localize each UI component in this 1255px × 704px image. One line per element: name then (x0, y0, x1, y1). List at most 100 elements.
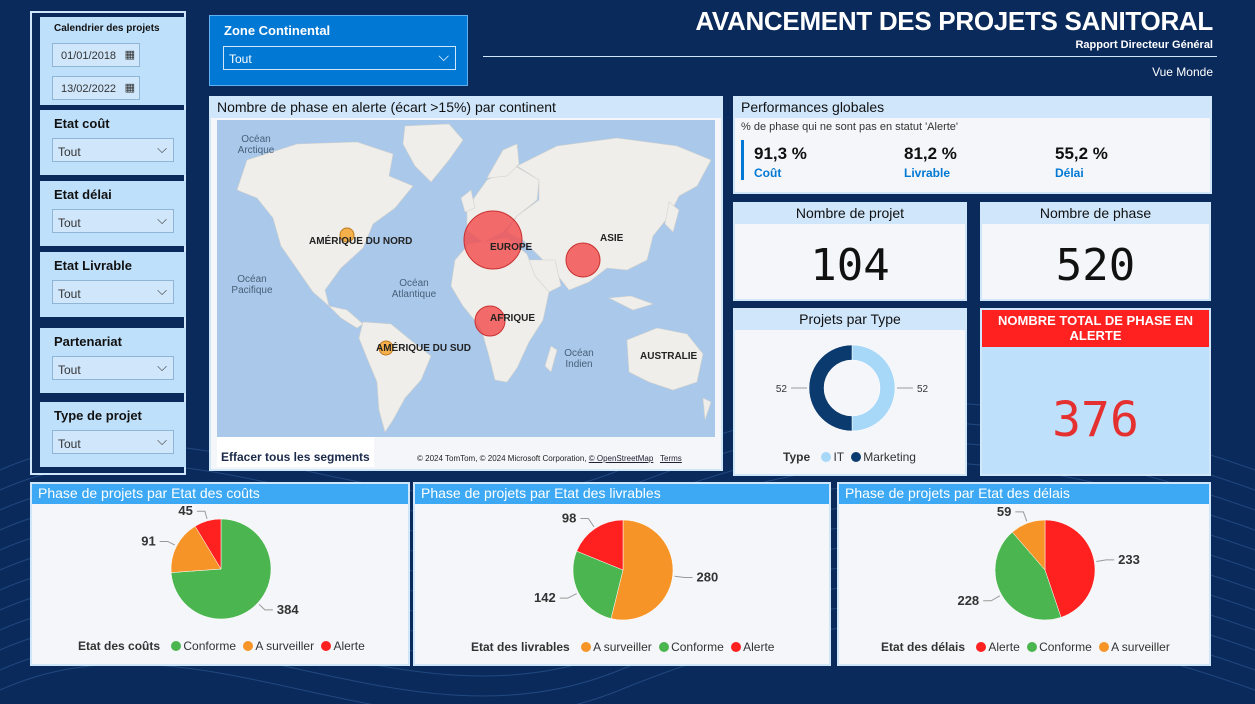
pie-label-line (196, 510, 208, 520)
ocean-label: Océan Pacifique (231, 274, 273, 296)
chevron-down-icon: ⌵ (157, 433, 167, 448)
continent-label: ASIE (600, 233, 624, 244)
phases-count-card: Nombre de phase 520 (980, 202, 1211, 301)
pie-slice-alerte[interactable] (1044, 519, 1096, 618)
osm-link[interactable]: © OpenStreetMap (588, 454, 654, 463)
pie-data-label: 384 (277, 602, 299, 617)
alert-total-card: NOMBRE TOTAL DE PHASE EN ALERTE 376 (980, 308, 1211, 476)
bubble-europe[interactable] (463, 210, 523, 270)
pie-data-label: 45 (178, 506, 192, 518)
legend-couts: Etat des coûts Conforme A surveiller Ale… (78, 639, 365, 653)
filter-etat-delai: Etat délai Tout ⌵ (40, 181, 186, 246)
performance-card: Performances globales % de phase qui ne … (733, 96, 1212, 194)
pie-slice-a-surveiller[interactable] (610, 519, 674, 621)
pie-title-delais: Phase de projets par Etat des délais (839, 484, 1209, 504)
pie-slice-a-surveiller[interactable] (170, 525, 222, 573)
pie-title-livrables: Phase de projets par Etat des livrables (415, 484, 829, 504)
pie-slice-it[interactable] (851, 344, 896, 432)
terms-link[interactable]: Terms (660, 454, 682, 463)
kpi-livrable: 81,2 % Livrable (904, 144, 957, 180)
calendar-icon: ▦ (124, 49, 135, 61)
calendar-label: Calendrier des projets (54, 23, 160, 34)
zone-dropdown[interactable]: Tout ⌵ (223, 46, 456, 70)
chevron-down-icon: ⌵ (438, 48, 449, 64)
pie-label-line (1096, 559, 1115, 563)
alert-total-value: 376 (1052, 392, 1139, 448)
pie-card-couts: Phase de projets par Etat des coûts 384 9… (30, 482, 410, 666)
calendar-filter: Calendrier des projets 01/01/2018 ▦ 13/0… (40, 17, 186, 105)
projects-count-title: Nombre de projet (735, 204, 965, 224)
pie-title-couts: Phase de projets par Etat des coûts (32, 484, 408, 504)
legend-dot (321, 641, 332, 651)
date-start-input[interactable]: 01/01/2018 ▦ (52, 43, 140, 67)
clear-segments-button[interactable]: Effacer tous les segments (217, 437, 374, 467)
etat-delai-dropdown[interactable]: Tout ⌵ (52, 209, 174, 233)
ocean-label: Océan Indien (564, 348, 594, 370)
continent-label: AFRIQUE (490, 313, 535, 324)
ocean-label: Océan Arctique (237, 134, 275, 156)
type-projet-dropdown[interactable]: Tout ⌵ (52, 430, 174, 454)
pie-data-label: 233 (1118, 552, 1140, 567)
legend-dot (243, 641, 254, 651)
legend-dot (731, 642, 742, 652)
legend-dot (659, 642, 670, 652)
legend-dot (581, 642, 592, 652)
pie-slice-marketing[interactable] (808, 344, 853, 432)
pie-chart-delais[interactable]: 233 228 59 (839, 506, 1209, 626)
partenariat-dropdown[interactable]: Tout ⌵ (52, 356, 174, 380)
bubble-amerique-nord[interactable] (339, 227, 355, 243)
page-title: AVANCEMENT DES PROJETS SANITORAL (695, 6, 1213, 36)
pie-label-line (674, 575, 693, 578)
pie-slice-alerte[interactable] (576, 519, 624, 571)
pie-label-line (1015, 511, 1028, 522)
pie-slice-conforme[interactable] (572, 550, 624, 619)
legend-dot (1027, 642, 1038, 652)
ocean-label: Océan Atlantique (391, 278, 437, 300)
map-visual: Nombre de phase en alerte (écart >15%) p… (209, 96, 723, 471)
chevron-down-icon: ⌵ (157, 212, 167, 227)
legend-delais: Etat des délais Alerte Conforme A survei… (881, 640, 1170, 654)
continent-label: EUROPE (490, 242, 533, 253)
legend-dot-marketing (851, 452, 862, 462)
filter-panel: Calendrier des projets 01/01/2018 ▦ 13/0… (30, 11, 186, 475)
chevron-down-icon: ⌵ (157, 283, 167, 298)
pie-data-label: 91 (141, 533, 155, 548)
phases-count-value: 520 (1055, 240, 1136, 291)
pie-slice-alerte[interactable] (194, 518, 222, 570)
pie-slice-conforme[interactable] (994, 531, 1062, 621)
pie-slice-a-surveiller[interactable] (1011, 519, 1046, 571)
date-end-input[interactable]: 13/02/2022 ▦ (52, 76, 140, 100)
world-map[interactable] (217, 120, 715, 437)
bubble-asie[interactable] (565, 242, 601, 278)
projects-by-type-title: Projets par Type (735, 310, 965, 330)
projects-count-card: Nombre de projet 104 (733, 202, 967, 301)
pie-label-line (258, 604, 273, 611)
legend-dot (171, 641, 182, 651)
pie-label-line (580, 518, 595, 528)
pie-chart-livrables[interactable]: 280 142 98 (415, 506, 829, 626)
continent-label: AMÉRIQUE DU SUD (376, 343, 472, 354)
performance-title: Performances globales (735, 98, 1210, 118)
pie-label-line (983, 595, 1001, 602)
bubble-afrique[interactable] (474, 305, 506, 337)
kpi-accent-bar (741, 140, 744, 180)
chevron-down-icon: ⌵ (157, 359, 167, 374)
filter-etat-livrable: Etat Livrable Tout ⌵ (40, 252, 186, 317)
etat-livrable-dropdown[interactable]: Tout ⌵ (52, 280, 174, 304)
kpi-delai: 55,2 % Délai (1055, 144, 1108, 180)
continent-label: AUSTRALIE (640, 351, 698, 362)
etat-cout-dropdown[interactable]: Tout ⌵ (52, 138, 174, 162)
pie-data-label: 59 (997, 506, 1011, 519)
pie-label-line (159, 540, 176, 546)
bubble-amerique-sud[interactable] (378, 340, 394, 356)
filter-partenariat: Partenariat Tout ⌵ (40, 328, 186, 393)
legend-dot-it (821, 452, 832, 462)
donut-chart[interactable]: 52 52 (775, 338, 935, 438)
view-label: Vue Monde (1152, 65, 1213, 79)
legend-livrables: Etat des livrables A surveiller Conforme… (471, 640, 775, 654)
pie-data-label: 98 (562, 511, 576, 526)
continent-label: AMÉRIQUE DU NORD (309, 236, 413, 247)
kpi-cout: 91,3 % Coût (754, 144, 807, 180)
pie-chart-couts[interactable]: 384 91 45 (32, 506, 408, 626)
pie-card-delais: Phase de projets par Etat des délais 233… (837, 482, 1211, 666)
